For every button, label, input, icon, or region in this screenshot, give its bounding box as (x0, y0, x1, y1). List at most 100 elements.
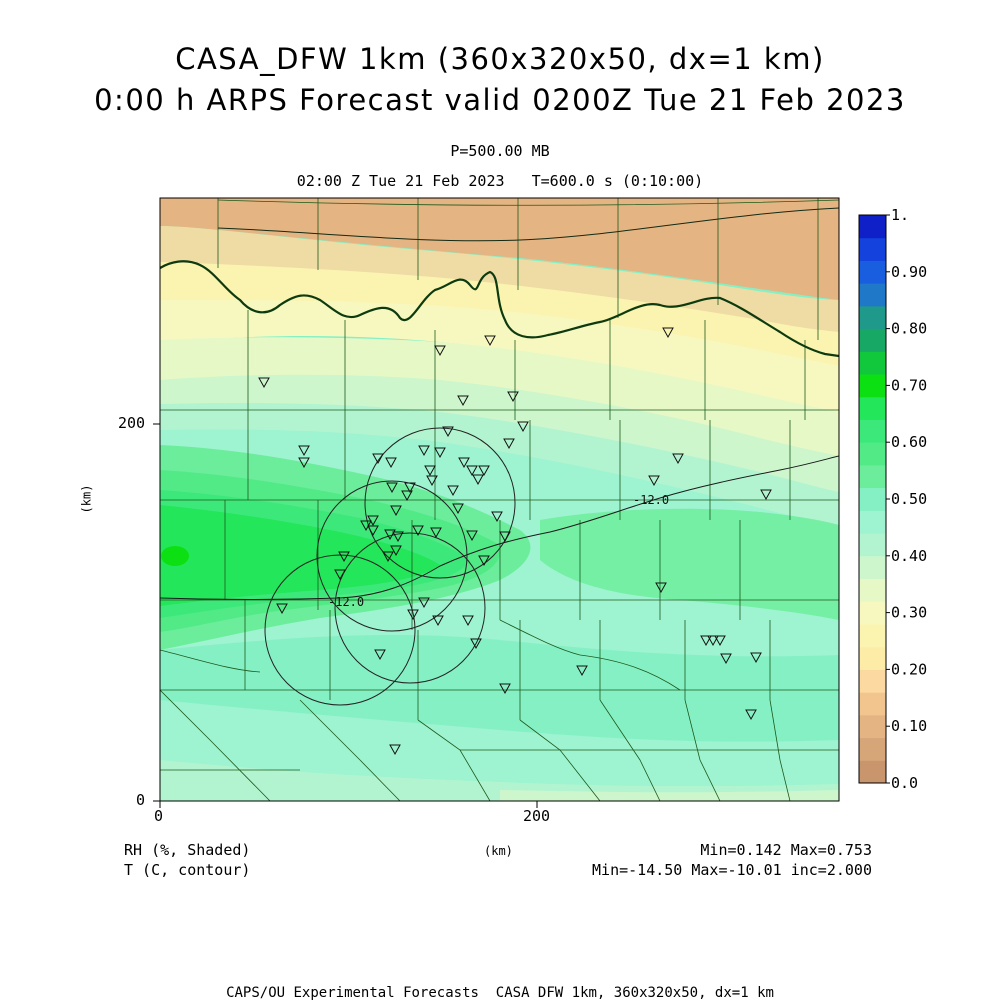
station-marker-icon (390, 545, 402, 557)
colorbar-swatch (859, 578, 886, 602)
station-marker-icon (389, 744, 401, 756)
radar-range-rings (264, 427, 516, 706)
y-tick-200: 200 (118, 414, 146, 432)
station-marker-icon (462, 615, 474, 627)
rh-shaded-field (160, 198, 839, 801)
axis-ticks (153, 423, 538, 808)
colorbar-tick-label: 0.40 (891, 547, 927, 565)
station-marker-icon (442, 426, 454, 438)
station-marker-icon (404, 482, 416, 494)
station-marker-icon (418, 445, 430, 457)
station-marker-icon (430, 527, 442, 539)
station-marker-icon (374, 649, 386, 661)
station-marker-icon (720, 653, 732, 665)
y-tick-0: 0 (136, 791, 146, 809)
station-marker-icon (507, 391, 519, 403)
station-marker-icon (276, 603, 288, 615)
station-marker-icon (750, 652, 762, 664)
station-marker-icon (386, 482, 398, 494)
colorbar-swatch (859, 714, 886, 739)
colorbar-tick-label: 0.0 (891, 774, 918, 792)
station-marker-icon (426, 475, 438, 487)
station-marker-icon (424, 465, 436, 477)
station-marker-icon (484, 335, 496, 347)
colorbar: 0.0 0.10 0.20 0.30 0.40 0.50 0.60 0.70 0.80 0.90 1… (858, 206, 927, 792)
station-marker-icon (338, 551, 350, 563)
station-marker-icon (434, 447, 446, 459)
county-boundaries (160, 198, 839, 801)
station-marker-icon (452, 503, 464, 515)
colorbar-swatch (859, 533, 886, 557)
colorbar-tick-label: 0.70 (891, 376, 927, 394)
station-marker-icon (367, 525, 379, 537)
station-marker-icon (745, 709, 757, 721)
x-axis-label: (km) (484, 844, 513, 858)
station-marker-icon (466, 530, 478, 542)
station-marker-icon (372, 453, 384, 465)
colorbar-tick-label: 0.80 (891, 320, 927, 338)
colorbar-swatch (859, 396, 886, 420)
x-tick-0: 0 (154, 807, 164, 825)
station-marker-icon (434, 345, 446, 357)
t-min-max: Min=-14.50 Max=-10.01 inc=2.000 (592, 861, 872, 879)
colorbar-swatch (859, 555, 886, 580)
colorbar-tick-label: 0.10 (891, 717, 927, 735)
station-marker-icon (707, 635, 719, 647)
station-marker-icon (478, 555, 490, 567)
station-marker-icon (418, 597, 430, 609)
station-marker-icon (576, 665, 588, 677)
station-marker-icon (760, 489, 772, 501)
colorbar-swatch (859, 464, 886, 489)
colorbar-swatch (859, 487, 886, 511)
colorbar-swatch (859, 305, 886, 330)
station-marker-icon (470, 638, 482, 650)
station-marker-icon (390, 505, 402, 517)
colorbar-swatch (859, 374, 886, 398)
station-marker-icon (655, 582, 667, 594)
plot-frame (159, 197, 840, 802)
colorbar-swatch (859, 260, 886, 284)
station-marker-icon (466, 465, 478, 477)
station-marker-icon (662, 327, 674, 339)
contour-label: -12.0 (328, 595, 364, 609)
colorbar-swatch (859, 442, 886, 466)
footer-credit: CAPS/OU Experimental Forecasts CASA DFW … (226, 985, 774, 1001)
colorbar-swatch (859, 669, 886, 693)
station-marker-icon (700, 635, 712, 647)
station-marker-icon (499, 531, 511, 543)
station-marker-icon (298, 457, 310, 469)
temperature-contour (160, 455, 839, 600)
station-marker-icon (517, 421, 529, 433)
colorbar-swatch (859, 283, 886, 307)
station-marker-icon (447, 485, 459, 497)
colorbar-swatch (859, 692, 886, 716)
station-marker-icon (648, 475, 660, 487)
station-marker-icon (258, 377, 270, 389)
colorbar-tick-label: 0.90 (891, 263, 927, 281)
colorbar-swatch (859, 419, 886, 443)
station-marker-icon (432, 615, 444, 627)
valid-time-label: 02:00 Z Tue 21 Feb 2023 T=600.0 s (0:10:… (296, 172, 704, 190)
station-marker-icon (472, 474, 484, 486)
station-marker-icon (458, 457, 470, 469)
station-marker-icon (298, 445, 310, 457)
station-marker-icon (503, 438, 515, 450)
station-marker-icon (392, 531, 404, 543)
colorbar-swatch (859, 623, 886, 648)
colorbar-swatch (859, 760, 886, 784)
colorbar-swatch (859, 510, 886, 534)
station-markers (258, 327, 772, 756)
y-axis-label: (km) (79, 484, 94, 514)
colorbar-tick-label: 0.50 (891, 490, 927, 508)
contour-label: -12.0 (633, 493, 669, 507)
colorbar-swatch (859, 215, 886, 239)
colorbar-tick-label: 1. (891, 206, 909, 224)
station-marker-icon (407, 609, 419, 621)
map-title: CASA_DFW 1km (360x320x50, dx=1 km) (175, 42, 825, 76)
station-marker-icon (385, 457, 397, 469)
colorbar-swatch (859, 601, 886, 625)
station-marker-icon (412, 525, 424, 537)
station-marker-icon (478, 465, 490, 477)
station-marker-icon (457, 395, 469, 407)
